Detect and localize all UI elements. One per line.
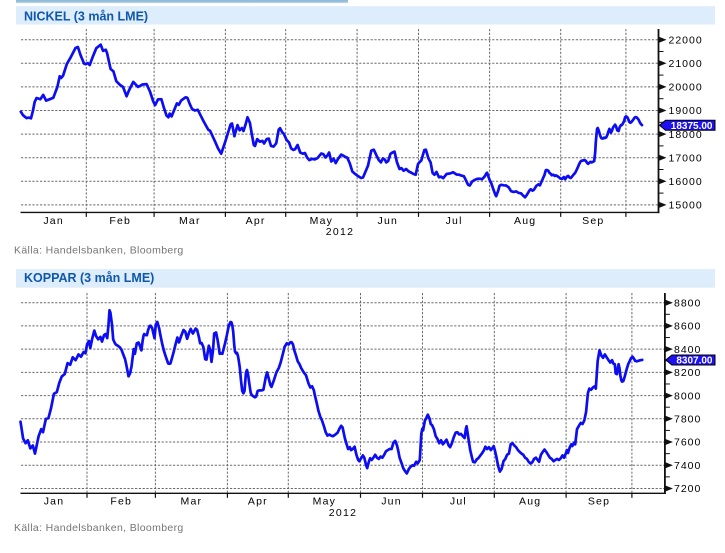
svg-text:Mar: Mar [181,495,203,507]
svg-text:Apr: Apr [246,215,266,227]
svg-text:Aug: Aug [519,495,541,507]
svg-text:Jun: Jun [378,215,399,227]
svg-text:17000: 17000 [669,152,703,164]
svg-text:2012: 2012 [329,507,358,519]
svg-text:8200: 8200 [674,367,701,379]
svg-text:8400: 8400 [674,344,701,356]
svg-text:Sep: Sep [588,495,610,507]
svg-text:NICKEL (3 mån LME): NICKEL (3 mån LME) [24,10,148,24]
svg-text:Feb: Feb [110,495,132,507]
svg-text:May: May [310,215,333,227]
svg-text:8000: 8000 [674,390,701,402]
svg-text:16000: 16000 [669,176,703,188]
svg-text:Jul: Jul [450,495,467,507]
svg-text:Mar: Mar [179,215,201,227]
svg-text:KOPPAR (3 mån LME): KOPPAR (3 mån LME) [24,271,154,285]
svg-text:8307.00: 8307.00 [676,356,713,367]
svg-text:Jan: Jan [43,215,64,227]
svg-text:Sep: Sep [582,215,604,227]
svg-text:7200: 7200 [674,483,701,495]
svg-text:May: May [313,495,336,507]
svg-text:7400: 7400 [674,460,701,472]
svg-text:Aug: Aug [514,215,536,227]
svg-text:22000: 22000 [669,34,703,46]
svg-text:Källa: Handelsbanken, Bloomber: Källa: Handelsbanken, Bloomberg [14,245,184,257]
svg-text:7800: 7800 [674,414,701,426]
svg-text:7600: 7600 [674,437,701,449]
svg-text:Jul: Jul [446,215,463,227]
svg-text:15000: 15000 [669,200,703,212]
svg-text:18375.00: 18375.00 [671,121,713,132]
svg-text:18000: 18000 [669,129,703,141]
svg-text:8800: 8800 [674,297,701,309]
svg-text:19000: 19000 [669,105,703,117]
svg-text:2012: 2012 [326,226,355,238]
svg-text:8600: 8600 [674,321,701,333]
svg-text:Jan: Jan [44,495,65,507]
svg-text:20000: 20000 [669,82,703,94]
svg-text:Apr: Apr [248,495,268,507]
svg-text:21000: 21000 [669,58,703,70]
svg-text:Jun: Jun [381,495,402,507]
svg-text:Feb: Feb [109,215,131,227]
svg-text:Källa: Handelsbanken, Bloomber: Källa: Handelsbanken, Bloomberg [14,522,184,534]
